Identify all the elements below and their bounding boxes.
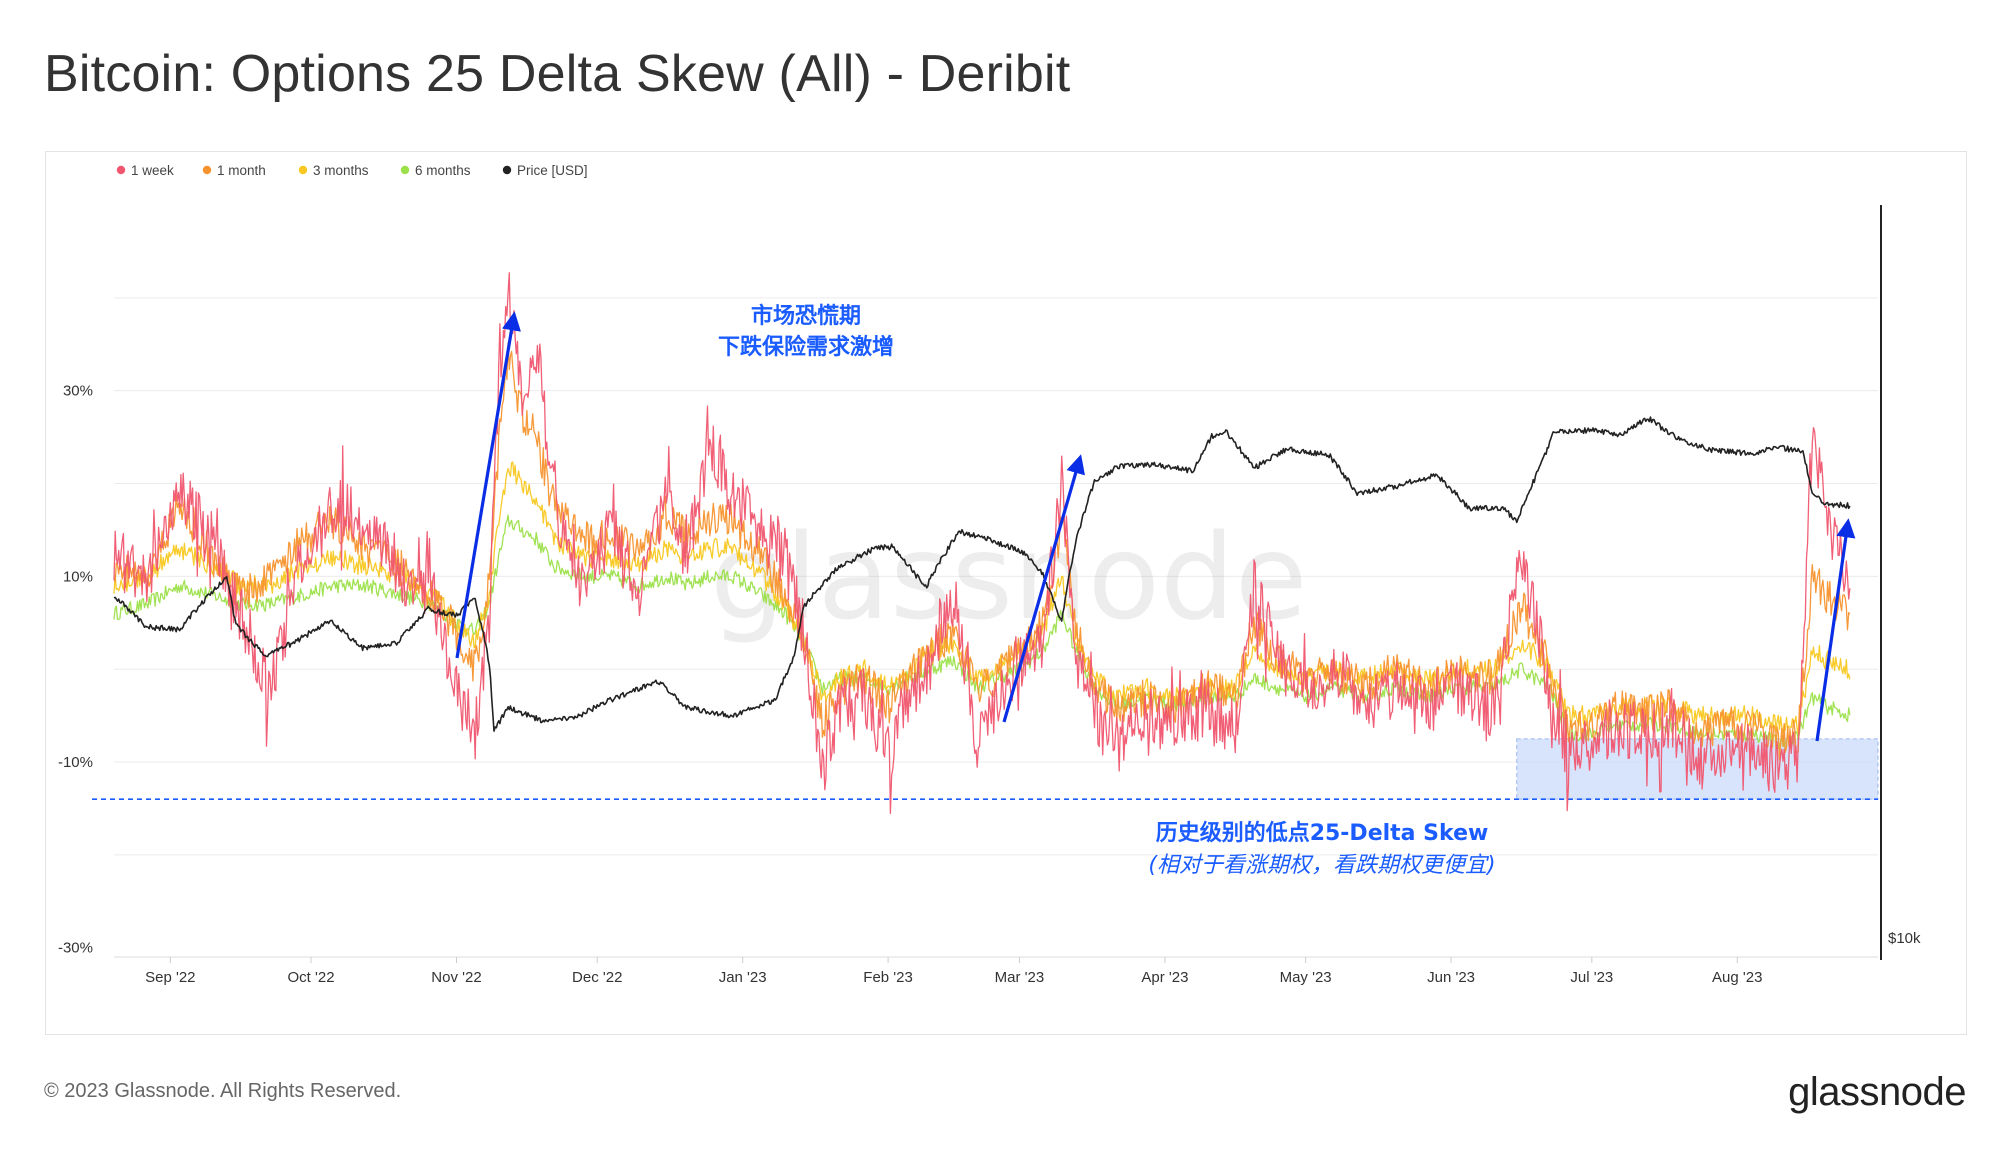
chart-panel	[45, 151, 1967, 1035]
x-tick-label: May '23	[1280, 969, 1332, 986]
page-title: Bitcoin: Options 25 Delta Skew (All) - D…	[44, 45, 1071, 103]
x-tick-label: Apr '23	[1141, 969, 1188, 986]
legend-marker	[400, 165, 410, 175]
annotation-arrow	[1815, 518, 1856, 742]
x-tick-label: Jun '23	[1427, 969, 1475, 986]
legend-marker	[298, 165, 308, 175]
watermark-text: glassnode	[710, 508, 1307, 646]
x-tick-label: Jan '23	[719, 969, 767, 986]
legend-marker	[116, 165, 126, 175]
legend: 1 week 1 month 3 months 6 months Price [USD]	[116, 163, 588, 178]
y-tick-label: -10%	[58, 754, 93, 771]
annotation-low-line2: (相对于看涨期权，看跌期权更便宜)	[1148, 853, 1495, 878]
series-layer	[113, 272, 1851, 815]
x-tick-label: Feb '23	[863, 969, 913, 986]
annotation-low-line1: 历史级别的低点25-Delta Skew	[1156, 820, 1489, 846]
y-right-tick-label: $10k	[1888, 930, 1921, 947]
annotation-arrow	[455, 311, 521, 659]
legend-label: 6 months	[415, 163, 471, 178]
x-tick-label: Jul '23	[1570, 969, 1613, 986]
series-line-1-week	[113, 272, 1851, 815]
y-tick-label: -30%	[58, 940, 93, 957]
legend-label: Price [USD]	[517, 163, 588, 178]
x-tick-label: Sep '22	[145, 969, 195, 986]
annotation-panic-line2: 下跌保险需求激增	[718, 334, 894, 360]
legend-marker	[202, 165, 212, 175]
annotation-panic-line1: 市场恐慌期	[751, 303, 861, 329]
x-tick-label: Nov '22	[431, 969, 481, 986]
footer-brand-logo: glassnode	[1788, 1070, 1966, 1114]
annotation-arrow	[1002, 454, 1085, 723]
y-tick-label: 10%	[63, 568, 93, 585]
y-tick-label: 30%	[63, 383, 93, 400]
legend-marker	[502, 165, 512, 175]
series-line-price-usd	[113, 416, 1851, 732]
footer-copyright: © 2023 Glassnode. All Rights Reserved.	[44, 1080, 402, 1102]
axis-layer: Sep '22 Oct '22 Nov '22 Dec '22 Jan '23 Feb '…	[58, 205, 1921, 986]
x-tick-label: Dec '22	[572, 969, 622, 986]
annotation-arrows	[455, 311, 1856, 742]
band-layer	[92, 738, 1879, 800]
x-tick-label: Mar '23	[995, 969, 1045, 986]
legend-label: 3 months	[313, 163, 369, 178]
x-tick-label: Aug '23	[1712, 969, 1762, 986]
x-tick-label: Oct '22	[288, 969, 335, 986]
legend-label: 1 month	[217, 163, 266, 178]
legend-label: 1 week	[131, 163, 174, 178]
